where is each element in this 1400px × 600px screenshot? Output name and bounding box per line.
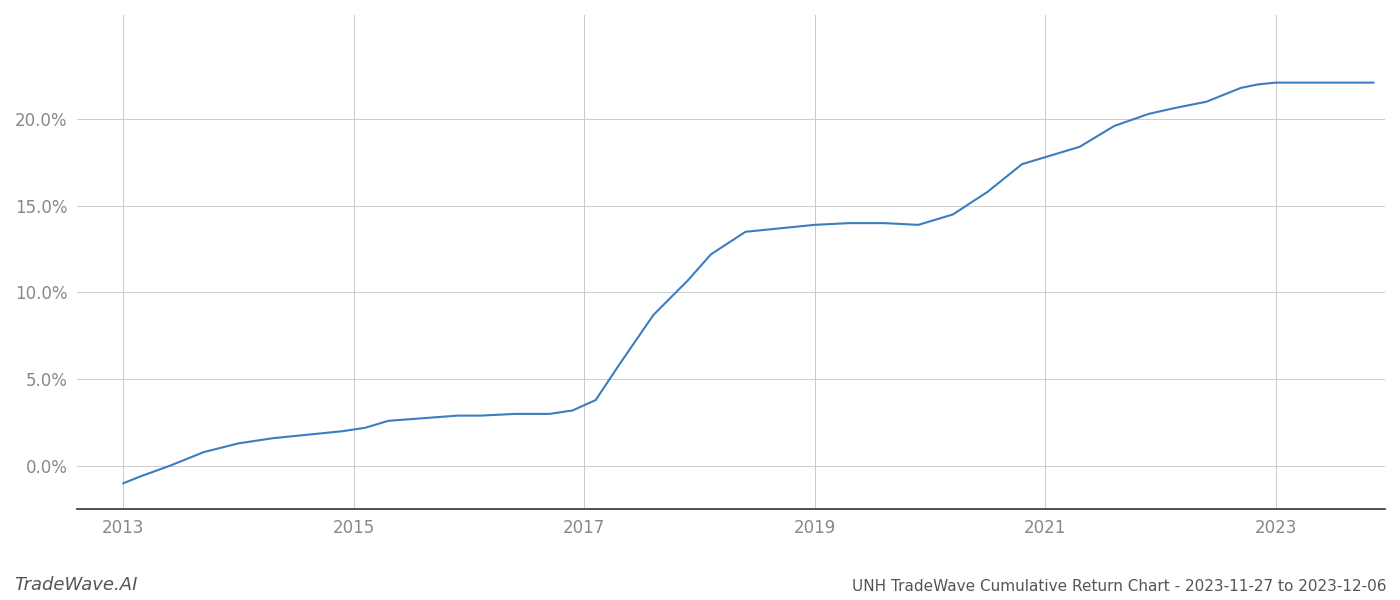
Text: TradeWave.AI: TradeWave.AI bbox=[14, 576, 137, 594]
Text: UNH TradeWave Cumulative Return Chart - 2023-11-27 to 2023-12-06: UNH TradeWave Cumulative Return Chart - … bbox=[851, 579, 1386, 594]
